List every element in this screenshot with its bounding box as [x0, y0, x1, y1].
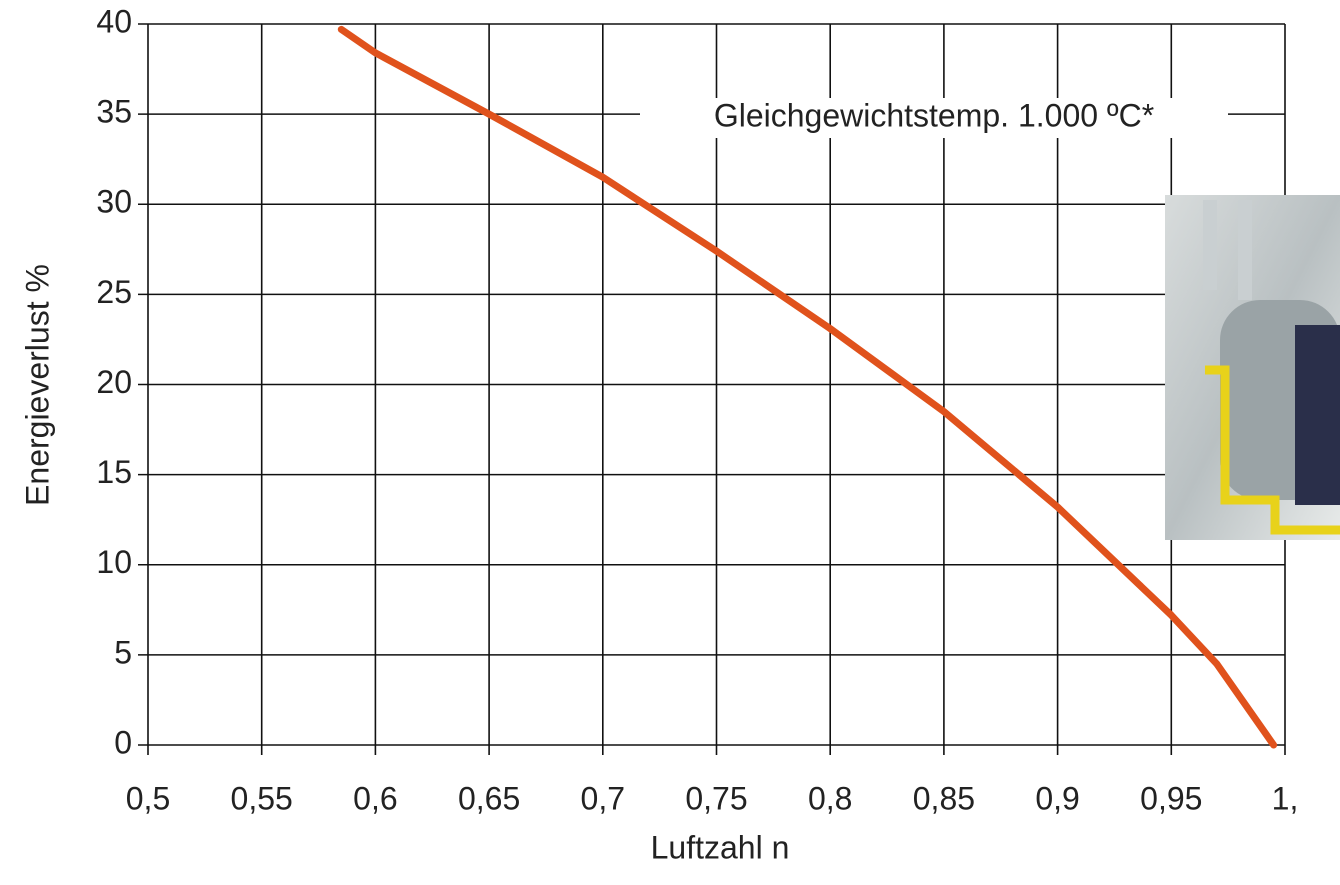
x-tick-label: 0,8 — [808, 780, 852, 816]
y-tick-label: 5 — [114, 634, 132, 670]
x-tick-label: 0,75 — [685, 780, 747, 816]
y-axis-label: Energieverlust % — [19, 264, 55, 506]
plot-area: 0 5 10 15 20 25 30 35 40 0,5 0,55 0,6 0,65 0,7 0,75 0,8… — [96, 3, 1298, 816]
y-tick-label: 30 — [96, 184, 132, 220]
x-tick-label: 0,55 — [231, 780, 293, 816]
data-line — [337, 25, 1278, 749]
y-tick-label: 0 — [114, 724, 132, 760]
annotation-background — [640, 98, 1228, 138]
annotation-group: Gleichgewichtstemp. 1.000 ºC* — [640, 97, 1228, 138]
x-tick-label: 0,5 — [126, 780, 170, 816]
x-tick-label: 0,95 — [1140, 780, 1202, 816]
x-tick-label: 0,9 — [1035, 780, 1079, 816]
y-tick-label: 15 — [96, 454, 132, 490]
x-tick-label: 0,85 — [913, 780, 975, 816]
x-tick-label: 0,7 — [581, 780, 625, 816]
x-tick-label: 0,65 — [458, 780, 520, 816]
y-tick-label: 10 — [96, 544, 132, 580]
x-tick-label: 0,6 — [353, 780, 397, 816]
y-tick-label: 35 — [96, 94, 132, 130]
y-tick-label: 25 — [96, 274, 132, 310]
x-tick-label: 1, — [1272, 780, 1299, 816]
boiler-photo — [1165, 195, 1340, 540]
x-axis-label: Luftzahl n — [651, 829, 790, 865]
annotation: Gleichgewichtstemp. 1.000 ºC* — [714, 97, 1154, 133]
y-tick-label: 40 — [96, 3, 132, 39]
y-tick-label: 20 — [96, 364, 132, 400]
